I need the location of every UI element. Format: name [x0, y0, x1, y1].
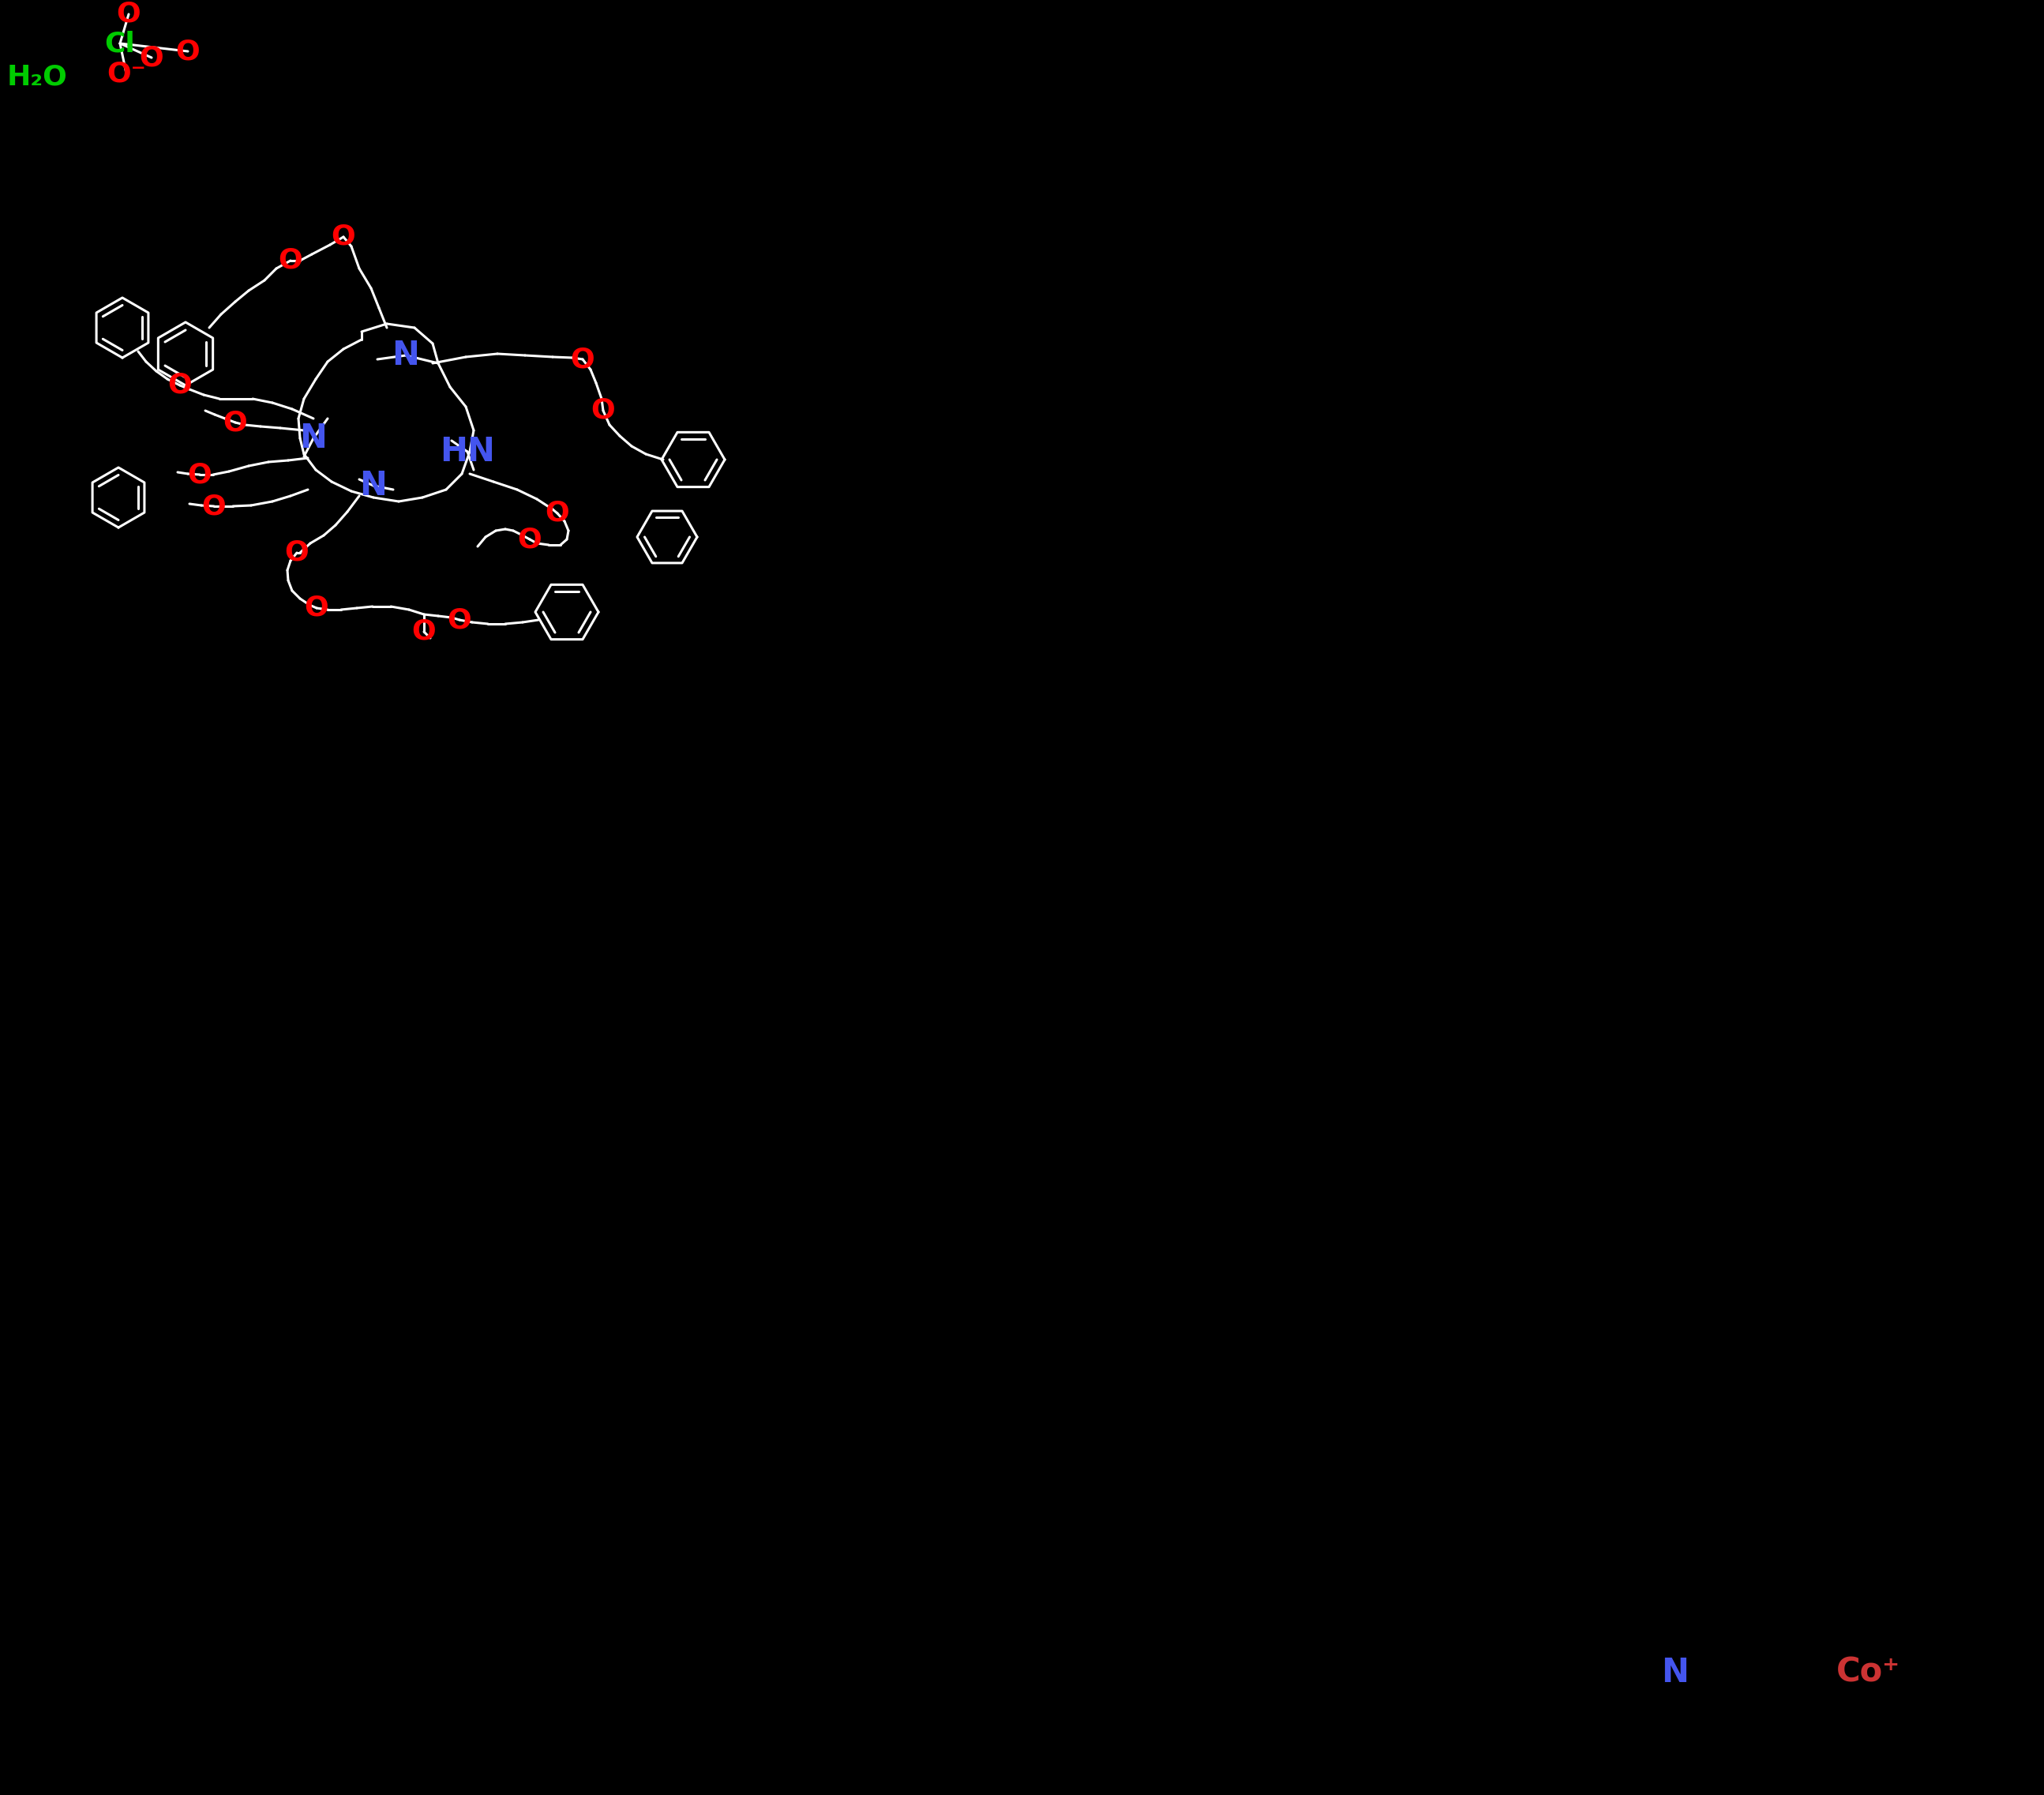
Text: O: O — [331, 224, 356, 250]
Text: N: N — [1662, 1657, 1688, 1689]
Text: HN: HN — [439, 434, 495, 468]
Text: O: O — [591, 397, 615, 424]
Text: O: O — [411, 617, 435, 644]
Text: Cl: Cl — [104, 31, 135, 57]
Text: O: O — [305, 594, 329, 621]
Text: O: O — [168, 372, 192, 398]
Text: N: N — [360, 468, 386, 503]
Text: Co⁺: Co⁺ — [1836, 1657, 1901, 1689]
Text: O: O — [176, 38, 200, 65]
Text: N: N — [392, 339, 419, 372]
Text: O: O — [448, 607, 472, 634]
Text: O: O — [278, 248, 303, 275]
Text: O: O — [284, 538, 309, 565]
Text: O: O — [117, 0, 141, 27]
Text: N: N — [300, 422, 327, 454]
Text: O: O — [570, 346, 595, 373]
Text: O: O — [188, 461, 213, 488]
Text: H₂O: H₂O — [6, 63, 67, 90]
Text: O: O — [546, 499, 570, 526]
Text: O: O — [517, 526, 542, 553]
Text: O: O — [139, 45, 164, 72]
Text: O: O — [202, 494, 227, 519]
Text: O⁻: O⁻ — [106, 59, 145, 86]
Text: O: O — [223, 409, 247, 436]
